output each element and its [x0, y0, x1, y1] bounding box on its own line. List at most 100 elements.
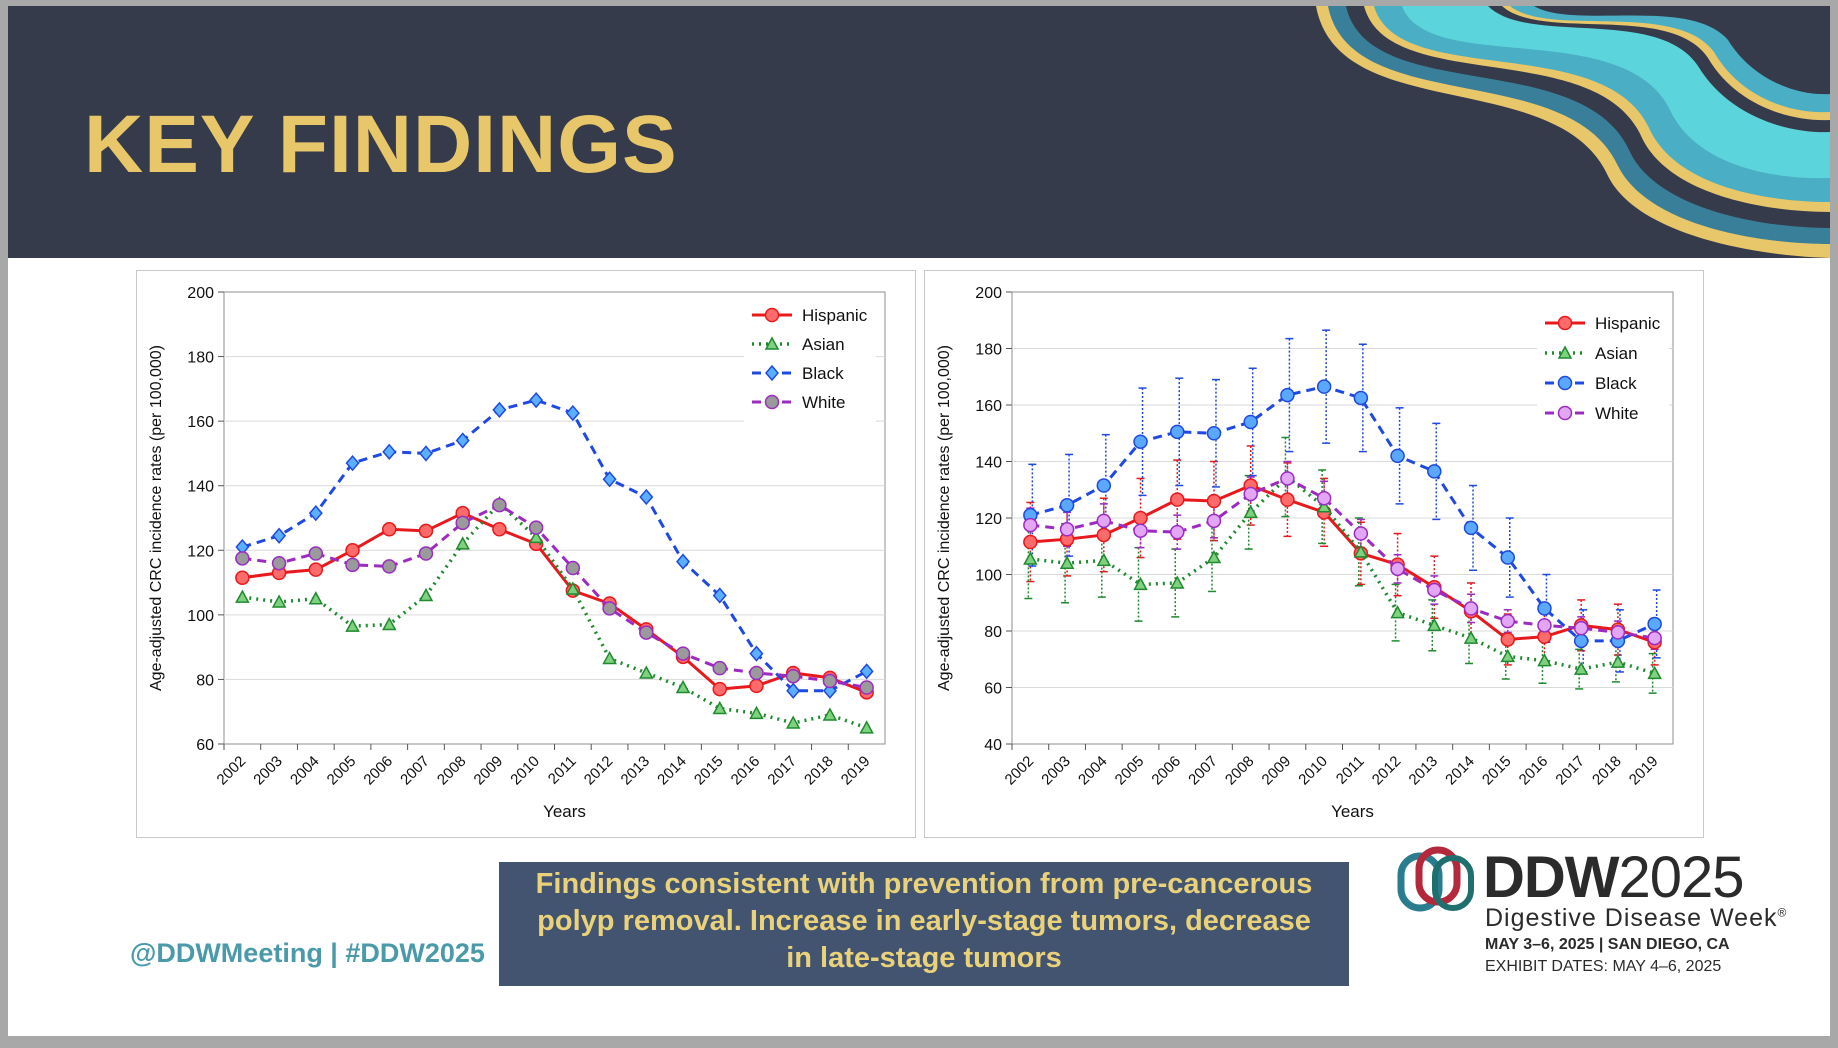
data-point-black	[455, 432, 470, 449]
x-tick-label: 2007	[397, 753, 433, 789]
data-point-black	[1427, 464, 1442, 479]
header-band: KEY FINDINGS	[8, 6, 1830, 258]
y-tick-label: 180	[975, 342, 1002, 359]
wave-decoration-icon	[1316, 6, 1830, 258]
logo-mark: DDW	[1483, 845, 1620, 910]
data-point-white	[1573, 620, 1589, 636]
data-point-black	[418, 445, 433, 462]
series-line-black	[1029, 385, 1656, 643]
data-point-asian	[345, 618, 360, 632]
x-tick-label: 2012	[1369, 753, 1405, 789]
data-point-white	[1537, 618, 1552, 633]
data-point-hispanic	[1170, 492, 1185, 507]
data-point-white	[271, 555, 287, 571]
x-axis-title: Years	[543, 802, 586, 821]
y-tick-label: 160	[975, 398, 1002, 415]
data-point-white	[822, 673, 838, 689]
series-line-asian	[242, 500, 868, 730]
data-point-hispanic	[308, 562, 324, 577]
data-point-asian	[455, 536, 470, 550]
data-point-asian	[1390, 605, 1405, 619]
data-point-black	[272, 527, 287, 544]
slide: KEY FINDINGS 60 80 100 120 140 160 180 200 2002 2…	[8, 6, 1830, 1036]
y-tick-label: 120	[187, 543, 214, 560]
y-tick-label: 80	[984, 624, 1002, 641]
x-tick-label: 2019	[838, 753, 874, 789]
data-point-black	[1096, 478, 1112, 493]
y-tick-label: 140	[187, 479, 214, 496]
data-point-black	[529, 392, 544, 409]
y-axis-title: Age-adjusted CRC incidence rates (per 10…	[148, 345, 165, 691]
y-tick-label: 100	[975, 568, 1002, 585]
data-point-black	[308, 505, 323, 522]
data-point-white	[1059, 522, 1075, 537]
data-point-asian	[639, 665, 654, 679]
legend-label-black: Black	[1595, 374, 1637, 393]
data-point-asian	[1353, 544, 1369, 558]
logo-wordmark: DDW2025	[1483, 844, 1745, 911]
data-point-white	[1500, 613, 1515, 629]
chart-right: 40 60 80 100 120 140 160 180 200 2002 2003 2004 2005…	[924, 270, 1704, 838]
data-point-hispanic	[1206, 493, 1222, 509]
series-line-black	[241, 398, 868, 693]
data-point-white	[602, 601, 617, 616]
data-point-black	[1243, 414, 1258, 430]
x-tick-label: 2002	[214, 753, 250, 789]
data-point-white	[345, 557, 360, 573]
x-tick-label: 2012	[581, 753, 617, 789]
data-point-black	[1647, 616, 1662, 632]
data-point-white	[1390, 561, 1405, 577]
data-point-hispanic	[749, 678, 764, 694]
data-point-hispanic	[235, 570, 250, 585]
x-tick-label: 2017	[764, 753, 800, 789]
y-tick-label: 200	[975, 285, 1002, 302]
data-point-hispanic	[712, 681, 727, 697]
y-tick-label: 80	[196, 672, 214, 689]
y-tick-label: 60	[196, 737, 214, 754]
data-point-white	[712, 660, 727, 676]
x-tick-label: 2018	[1589, 753, 1625, 789]
x-tick-label: 2009	[471, 753, 507, 789]
data-point-black	[1463, 520, 1479, 536]
x-tick-label: 2009	[1259, 753, 1295, 789]
x-tick-label: 2004	[1075, 753, 1111, 789]
legend-label-asian: Asian	[802, 335, 845, 354]
slide-title: KEY FINDINGS	[84, 99, 678, 190]
data-point-asian	[1316, 499, 1332, 513]
data-point-white	[1170, 524, 1185, 540]
logo-subtitle-text: Digestive Disease Week	[1485, 904, 1778, 932]
y-tick-label: 40	[984, 737, 1002, 754]
data-point-asian	[859, 720, 874, 734]
logo-dates: MAY 3–6, 2025 | SAN DIEGO, CA	[1485, 936, 1730, 953]
x-tick-label: 2018	[801, 753, 837, 789]
x-tick-label: 2008	[434, 753, 470, 789]
data-point-asian	[1206, 549, 1222, 564]
data-point-asian	[1096, 552, 1112, 567]
x-tick-label: 2011	[545, 753, 580, 788]
y-tick-label: 200	[187, 285, 214, 302]
legend-marker-white	[1557, 405, 1573, 421]
data-point-asian	[1537, 653, 1552, 667]
data-point-black	[1537, 601, 1552, 616]
data-point-black	[1316, 379, 1332, 394]
data-point-black	[639, 488, 654, 506]
data-point-asian	[1500, 648, 1516, 663]
data-point-white	[859, 680, 874, 695]
data-point-asian	[418, 587, 434, 602]
x-tick-label: 2011	[1333, 753, 1368, 788]
data-point-hispanic	[345, 543, 360, 558]
y-axis-title: Age-adjusted CRC incidence rates (per 10…	[936, 345, 953, 691]
data-point-asian	[1169, 575, 1185, 589]
data-point-asian	[1133, 576, 1148, 591]
x-tick-label: 2013	[618, 753, 654, 789]
data-point-white	[235, 551, 250, 566]
x-tick-label: 2015	[1479, 753, 1515, 789]
data-point-hispanic	[418, 523, 434, 539]
x-tick-label: 2007	[1185, 753, 1221, 789]
y-tick-label: 140	[975, 455, 1002, 472]
data-point-white	[675, 646, 691, 661]
data-point-asian	[1427, 617, 1442, 632]
x-tick-label: 2002	[1002, 753, 1038, 789]
data-point-white	[492, 497, 507, 513]
